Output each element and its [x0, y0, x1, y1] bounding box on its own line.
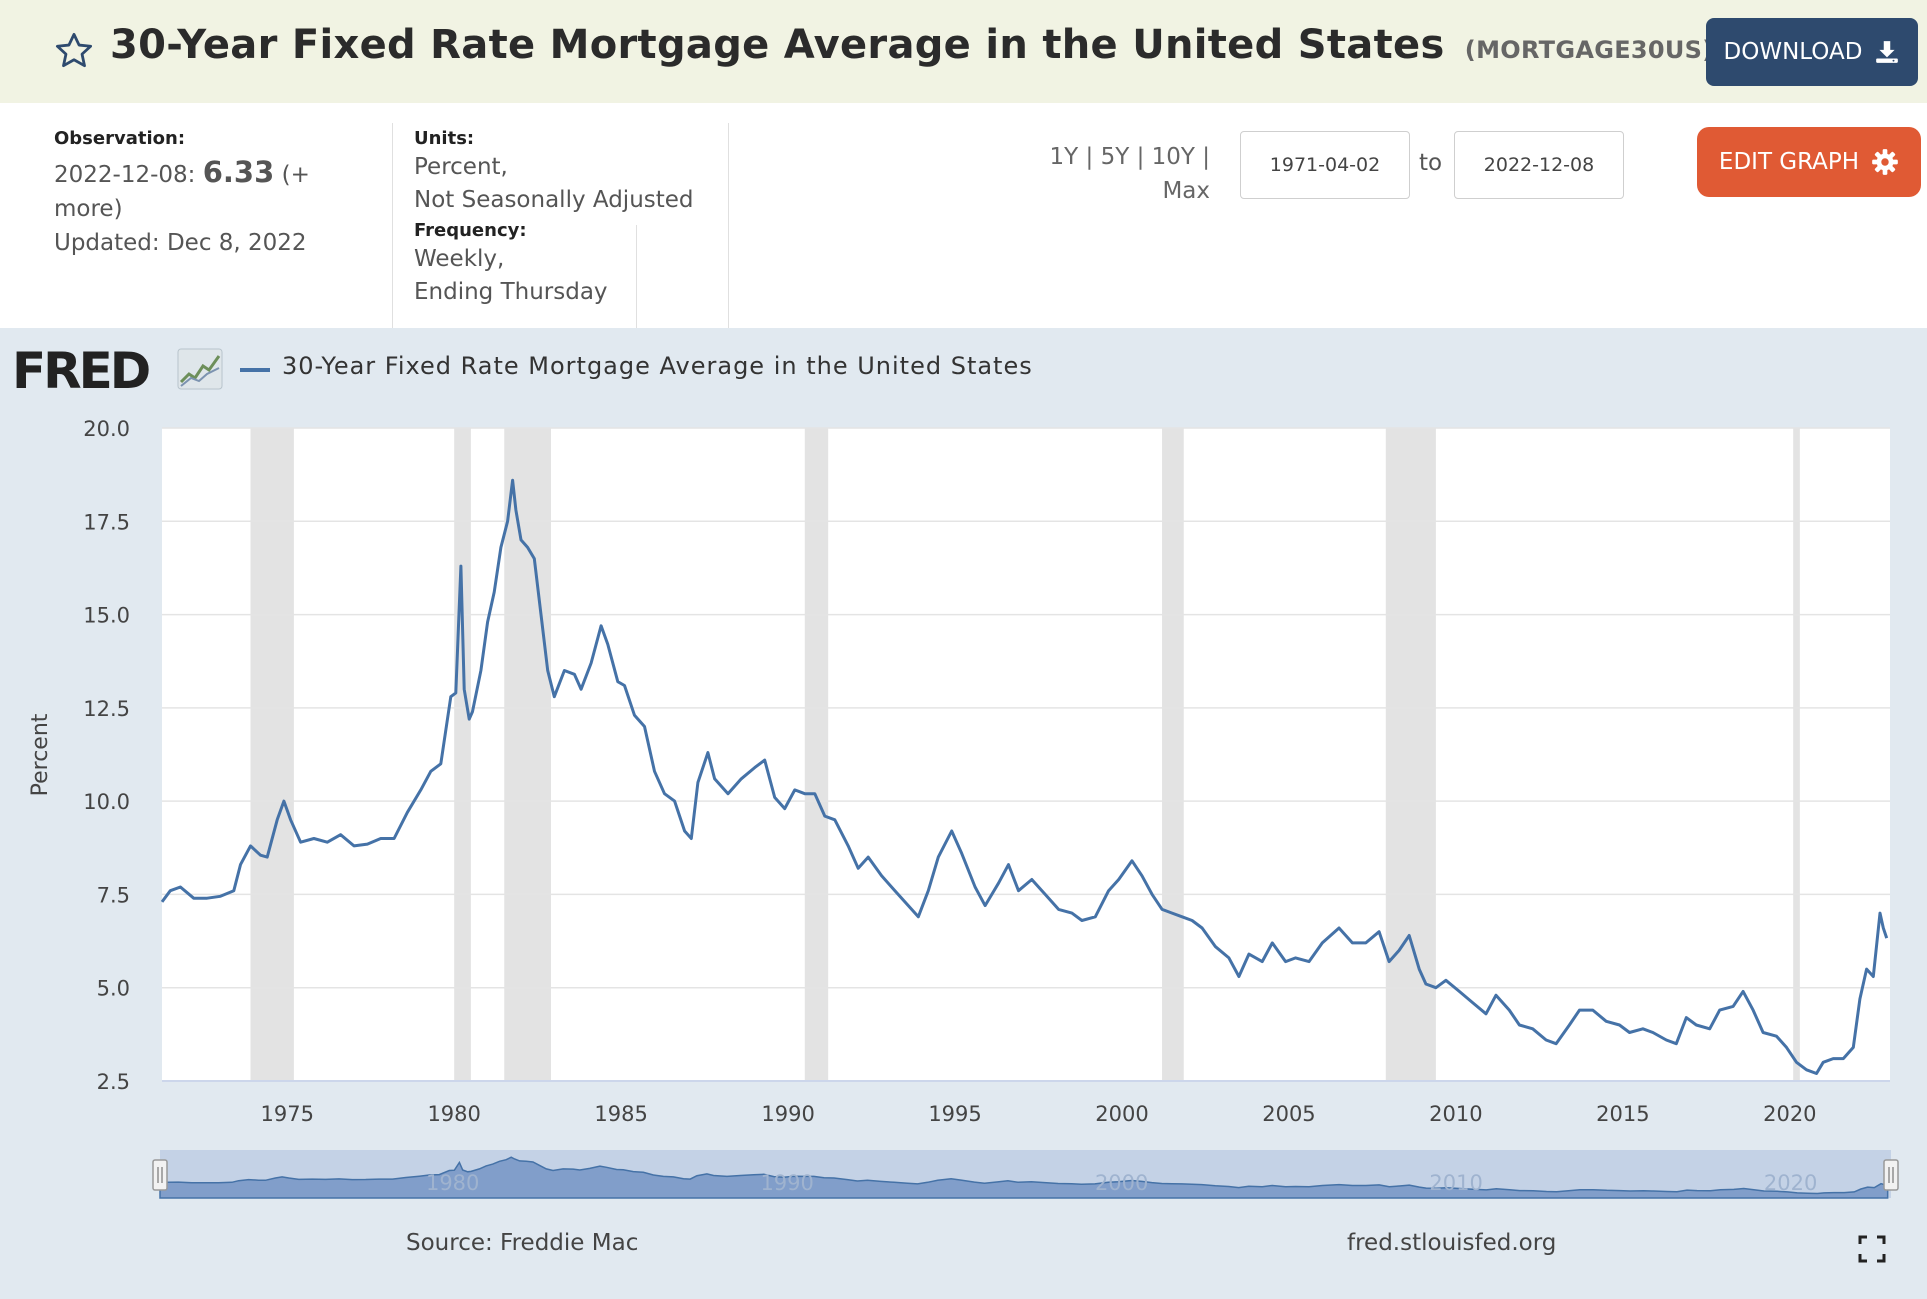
navigator-handle[interactable]: [1883, 1159, 1899, 1191]
recession-band: [1385, 428, 1436, 1081]
series-meta: Observation: 2022-12-08: 6.33 (+ more) U…: [0, 103, 1927, 328]
updated-date: Updated: Dec 8, 2022: [54, 230, 307, 256]
gear-icon: [1872, 149, 1898, 175]
download-label: DOWNLOAD: [1723, 39, 1863, 65]
x-tick-label: 1985: [594, 1102, 647, 1126]
y-axis-label: Percent: [28, 713, 53, 796]
observation-date: 2022-12-08:: [54, 162, 196, 188]
navigator-label: 2020: [1764, 1171, 1817, 1195]
x-tick-label: 2010: [1429, 1102, 1482, 1126]
page-title: 30-Year Fixed Rate Mortgage Average in t…: [110, 22, 1714, 68]
more-link-close[interactable]: more): [54, 196, 123, 222]
plot-area: [162, 428, 1890, 1081]
y-tick-label: 17.5: [83, 510, 130, 534]
recession-band: [1793, 428, 1800, 1081]
edit-graph-label: EDIT GRAPH: [1718, 149, 1860, 175]
divider: [392, 123, 393, 328]
navigator-handle[interactable]: [152, 1159, 168, 1191]
recession-band: [804, 428, 829, 1081]
source-label: Source: Freddie Mac: [406, 1230, 639, 1256]
range-links: 1Y | 5Y | 10Y | Max: [1010, 140, 1210, 208]
navigator-label: 1980: [426, 1171, 479, 1195]
fred-logo[interactable]: FRED: [12, 342, 151, 400]
x-tick-label: 1980: [427, 1102, 480, 1126]
more-link[interactable]: (+: [281, 162, 310, 188]
recession-band: [504, 428, 552, 1081]
y-tick-label: 2.5: [97, 1070, 130, 1094]
units-line2: Not Seasonally Adjusted: [414, 187, 694, 213]
fullscreen-icon[interactable]: [1858, 1235, 1886, 1263]
frequency-line2: Ending Thursday: [414, 279, 608, 305]
series-id: (MORTGAGE30US): [1464, 36, 1714, 64]
star-icon[interactable]: [52, 30, 96, 72]
units-label: Units:: [414, 128, 475, 149]
download-icon: [1876, 41, 1899, 63]
start-date-input[interactable]: [1240, 131, 1410, 199]
title-bar: 30-Year Fixed Rate Mortgage Average in t…: [0, 0, 1927, 103]
x-tick-label: 1995: [928, 1102, 981, 1126]
site-link[interactable]: fred.stlouisfed.org: [1347, 1230, 1557, 1256]
observation-value: 6.33: [202, 155, 275, 189]
series-line: [160, 478, 1889, 1075]
recession-band: [1162, 428, 1184, 1081]
x-tick-label: 2015: [1596, 1102, 1649, 1126]
y-tick-label: 5.0: [97, 977, 130, 1001]
units-line1: Percent,: [414, 154, 508, 180]
recession-band: [250, 428, 294, 1081]
x-tick-label: 2020: [1763, 1102, 1816, 1126]
x-tick-label: 1990: [761, 1102, 814, 1126]
to-label: to: [1419, 150, 1443, 176]
end-date-input[interactable]: [1454, 131, 1624, 199]
series-title: 30-Year Fixed Rate Mortgage Average in t…: [110, 22, 1445, 68]
navigator-label: 1990: [760, 1171, 813, 1195]
x-tick-label: 2000: [1095, 1102, 1148, 1126]
divider: [728, 123, 729, 328]
navigator-label: 2010: [1429, 1171, 1482, 1195]
y-tick-label: 10.0: [83, 790, 130, 814]
observation-line: 2022-12-08: 6.33 (+: [54, 155, 374, 192]
fred-logo-chart-icon: [177, 348, 223, 390]
observation-block: Observation: 2022-12-08: 6.33 (+ more) U…: [54, 127, 374, 260]
range-max-link[interactable]: Max: [1162, 178, 1210, 204]
y-tick-label: 7.5: [97, 883, 130, 907]
navigator-series: [159, 1156, 1889, 1199]
recession-band: [454, 428, 471, 1081]
x-tick-label: 2005: [1262, 1102, 1315, 1126]
edit-graph-button[interactable]: EDIT GRAPH: [1697, 127, 1921, 197]
x-tick-label: 1975: [260, 1102, 313, 1126]
y-tick-label: 15.0: [83, 604, 130, 628]
download-button[interactable]: DOWNLOAD: [1706, 18, 1918, 86]
y-tick-label: 12.5: [83, 697, 130, 721]
range-links-row1[interactable]: 1Y | 5Y | 10Y |: [1049, 144, 1210, 170]
observation-label: Observation:: [54, 128, 186, 149]
frequency-line1: Weekly,: [414, 246, 505, 272]
y-tick-label: 20.0: [83, 417, 130, 441]
units-block: Units: Percent, Not Seasonally Adjusted …: [414, 127, 694, 309]
frequency-label: Frequency:: [414, 220, 527, 241]
legend-label: 30-Year Fixed Rate Mortgage Average in t…: [282, 352, 1033, 380]
divider: [636, 225, 637, 328]
navigator-label: 2000: [1095, 1171, 1148, 1195]
legend-swatch: [240, 368, 270, 372]
